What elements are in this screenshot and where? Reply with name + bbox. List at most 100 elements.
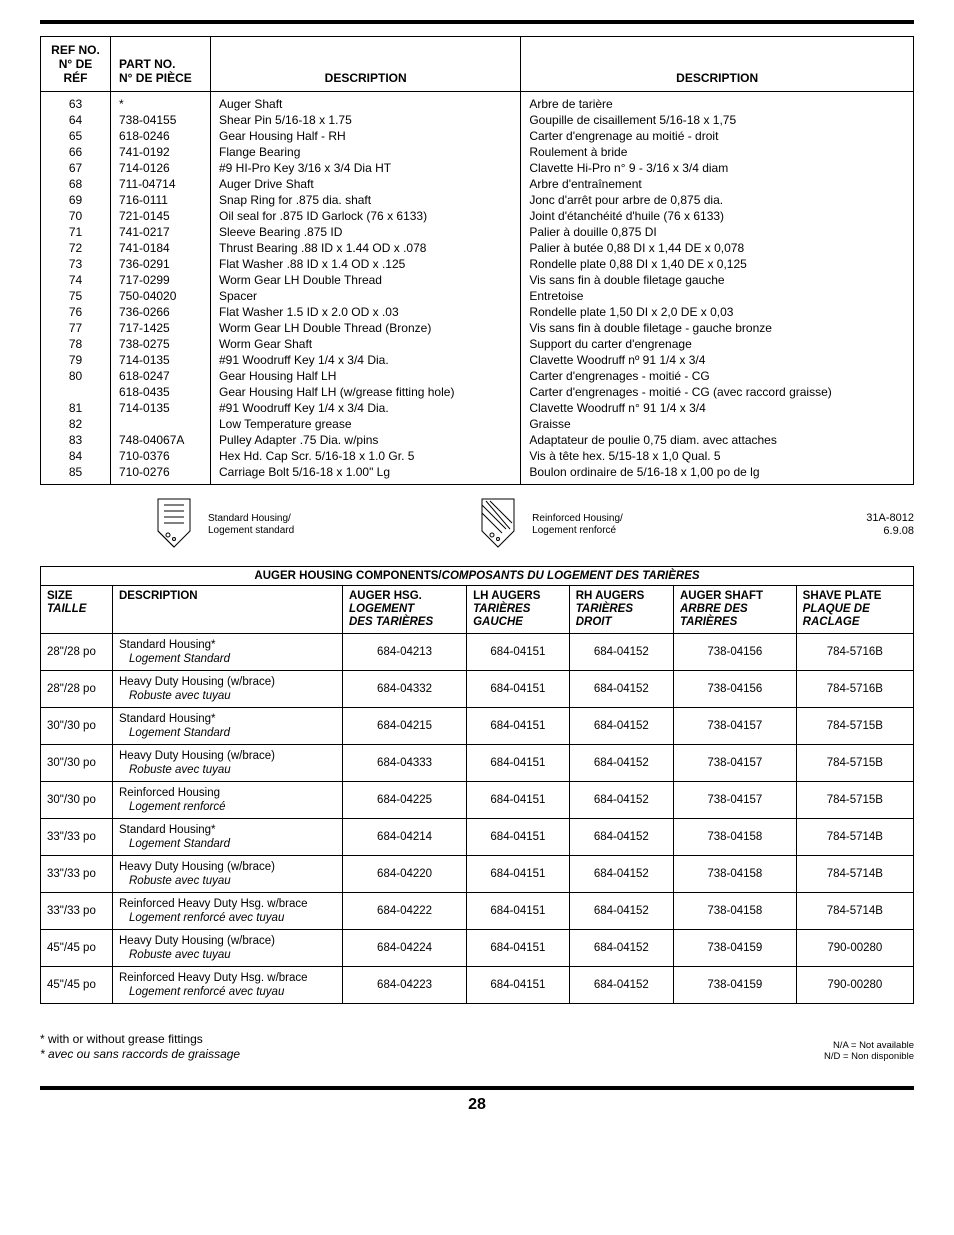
cell-desc-en: #91 Woodruff Key 1/4 x 3/4 Dia. [211,352,521,368]
cell-desc-fr: Clavette Hi-Pro n° 9 - 3/16 x 3/4 diam [521,160,914,176]
cell-hsg: 684-04223 [343,967,467,1004]
cell-part: 721-0145 [111,208,211,224]
hdr-lh-en: LH AUGERS [473,590,563,603]
hdr-shave-fr2: RACLAGE [803,616,907,629]
standard-housing-block: Standard Housing/ Logement standard [150,493,294,556]
hdr-rh-fr2: DROIT [576,616,667,629]
cell-shave: 784-5715B [796,708,913,745]
cell-lh: 684-04151 [467,708,570,745]
cell-desc-fr: Palier à butée 0,88 DI x 1,44 DE x 0,078 [521,240,914,256]
cell-desc-en: Pulley Adapter .75 Dia. w/pins [211,432,521,448]
cell-ref: 81 [41,400,111,416]
cell-desc-fr: Arbre de tarière [521,92,914,113]
cell-desc-en: Oil seal for .875 ID Garlock (76 x 6133) [211,208,521,224]
cell-rh: 684-04152 [569,634,673,671]
cell-rh: 684-04152 [569,856,673,893]
cell-part: 716-0111 [111,192,211,208]
cell-ref: 84 [41,448,111,464]
cell-lh: 684-04151 [467,967,570,1004]
cell-desc-en: Auger Drive Shaft [211,176,521,192]
cell-desc: Heavy Duty Housing (w/brace)Robuste avec… [113,856,343,893]
cell-hsg: 684-04225 [343,782,467,819]
cell-ref: 76 [41,304,111,320]
cell-desc-en: Worm Gear Shaft [211,336,521,352]
cell-hsg: 684-04220 [343,856,467,893]
cell-shave: 784-5714B [796,893,913,930]
housing-table: AUGER HOUSING COMPONENTS/COMPOSANTS DU L… [40,566,914,1004]
cell-ref: 71 [41,224,111,240]
cell-desc-en: Low Temperature grease [211,416,521,432]
cell-shave: 784-5716B [796,671,913,708]
cell-hsg: 684-04222 [343,893,467,930]
cell-size: 33"/33 po [41,819,113,856]
table-row: 84710-0376Hex Hd. Cap Scr. 5/16-18 x 1.0… [41,448,914,464]
cell-desc-en: Hex Hd. Cap Scr. 5/16-18 x 1.0 Gr. 5 [211,448,521,464]
cell-ref: 70 [41,208,111,224]
cell-desc-fr: Carter d'engrenage au moitié - droit [521,128,914,144]
hdr-shaft-fr2: TARIÈRES [680,616,790,629]
cell-lh: 684-04151 [467,671,570,708]
hdr-shaft-fr1: ARBRE DES [680,603,790,616]
footnote-fr: * avec ou sans raccords de graissage [40,1047,240,1062]
doc-date: 6.9.08 [866,525,914,538]
cell-rh: 684-04152 [569,782,673,819]
cell-desc: Reinforced Heavy Duty Hsg. w/braceLogeme… [113,967,343,1004]
cell-desc-fr: Boulon ordinaire de 5/16-18 x 1,00 po de… [521,464,914,485]
cell-shaft: 738-04156 [673,634,796,671]
table-row: 33"/33 poStandard Housing*Logement Stand… [41,819,914,856]
table-row: 28"/28 poStandard Housing*Logement Stand… [41,634,914,671]
cell-desc-en: Worm Gear LH Double Thread [211,272,521,288]
cell-size: 45"/45 po [41,967,113,1004]
cell-ref: 69 [41,192,111,208]
parts-table: REF NO. N° DE RÉF PART NO. N° DE PIÈCE D… [40,36,914,485]
cell-size: 30"/30 po [41,782,113,819]
cell-ref: 78 [41,336,111,352]
table-row: 33"/33 poHeavy Duty Housing (w/brace)Rob… [41,856,914,893]
table-row: 70721-0145Oil seal for .875 ID Garlock (… [41,208,914,224]
cell-desc: Reinforced Heavy Duty Hsg. w/braceLogeme… [113,893,343,930]
cell-part: 741-0184 [111,240,211,256]
cell-desc: Heavy Duty Housing (w/brace)Robuste avec… [113,671,343,708]
cell-shaft: 738-04157 [673,708,796,745]
cell-desc-en: Spacer [211,288,521,304]
cell-shave: 784-5715B [796,782,913,819]
cell-rh: 684-04152 [569,967,673,1004]
cell-part: 714-0135 [111,352,211,368]
cell-part: 736-0291 [111,256,211,272]
cell-rh: 684-04152 [569,893,673,930]
cell-part: 736-0266 [111,304,211,320]
table-row: 64738-04155Shear Pin 5/16-18 x 1.75Goupi… [41,112,914,128]
cell-hsg: 684-04214 [343,819,467,856]
cell-desc-en: Shear Pin 5/16-18 x 1.75 [211,112,521,128]
cell-desc-en: Carriage Bolt 5/16-18 x 1.00" Lg [211,464,521,485]
cell-rh: 684-04152 [569,671,673,708]
table-row: 77717-1425Worm Gear LH Double Thread (Br… [41,320,914,336]
cell-ref: 74 [41,272,111,288]
std-housing-en: Standard Housing/ [208,513,294,525]
page-footer: 28 [40,1086,914,1114]
cell-rh: 684-04152 [569,708,673,745]
hdr-size-en: SIZE [47,590,106,603]
cell-part: 717-0299 [111,272,211,288]
cell-desc: Heavy Duty Housing (w/brace)Robuste avec… [113,745,343,782]
table-row: 76736-0266Flat Washer 1.5 ID x 2.0 OD x … [41,304,914,320]
table-row: 71741-0217Sleeve Bearing .875 IDPalier à… [41,224,914,240]
cell-desc-en: Flat Washer 1.5 ID x 2.0 OD x .03 [211,304,521,320]
cell-desc-en: Gear Housing Half - RH [211,128,521,144]
cell-ref: 64 [41,112,111,128]
cell-part: 618-0246 [111,128,211,144]
hdr-desc-fr: DESCRIPTION [676,71,758,85]
table-row: 78738-0275Worm Gear ShaftSupport du cart… [41,336,914,352]
cell-ref: 77 [41,320,111,336]
hdr-size-fr: TAILLE [47,603,106,616]
cell-shave: 790-00280 [796,930,913,967]
cell-desc-en: Thrust Bearing .88 ID x 1.44 OD x .078 [211,240,521,256]
cell-rh: 684-04152 [569,745,673,782]
cell-desc-fr: Vis sans fin à double filetage gauche [521,272,914,288]
cell-ref: 79 [41,352,111,368]
cell-ref [41,384,111,400]
table-row: 63*Auger ShaftArbre de tarière [41,92,914,113]
auger-housing-icon [150,493,198,556]
cell-part: 748-04067A [111,432,211,448]
cell-shave: 790-00280 [796,967,913,1004]
